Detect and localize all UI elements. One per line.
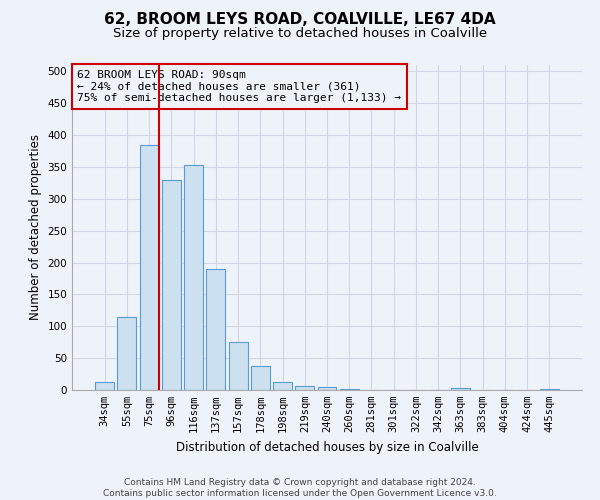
Bar [273, 382, 292, 390]
Bar [184, 165, 203, 390]
Bar [95, 382, 114, 390]
Bar [162, 180, 181, 390]
Text: 62, BROOM LEYS ROAD, COALVILLE, LE67 4DA: 62, BROOM LEYS ROAD, COALVILLE, LE67 4DA [104, 12, 496, 28]
Bar [229, 342, 248, 390]
Text: Contains HM Land Registry data © Crown copyright and database right 2024.
Contai: Contains HM Land Registry data © Crown c… [103, 478, 497, 498]
Bar [317, 388, 337, 390]
Bar [251, 366, 270, 390]
Y-axis label: Number of detached properties: Number of detached properties [29, 134, 42, 320]
Bar [295, 386, 314, 390]
Bar [140, 144, 158, 390]
Text: Size of property relative to detached houses in Coalville: Size of property relative to detached ho… [113, 28, 487, 40]
Bar [451, 388, 470, 390]
Bar [118, 316, 136, 390]
Bar [206, 269, 225, 390]
X-axis label: Distribution of detached houses by size in Coalville: Distribution of detached houses by size … [176, 440, 478, 454]
Text: 62 BROOM LEYS ROAD: 90sqm
← 24% of detached houses are smaller (361)
75% of semi: 62 BROOM LEYS ROAD: 90sqm ← 24% of detac… [77, 70, 401, 103]
Bar [540, 388, 559, 390]
